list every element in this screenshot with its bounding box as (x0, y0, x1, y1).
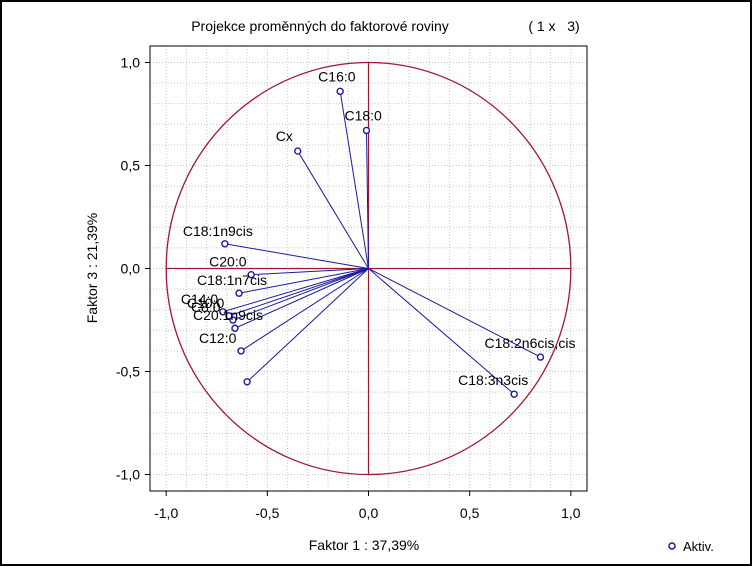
chart-title: Projekce proměnných do faktorové roviny (191, 18, 449, 34)
x-tick-label: -0,5 (255, 505, 279, 521)
plot-area: -1,0 -0,5 0,0 0,5 1,0 -1,0 -0,5 0,0 0,5 1,0 C16:0 C… (116, 45, 588, 521)
loading-vector (232, 268, 369, 321)
point-label: C14:0 (181, 291, 219, 307)
point-label: C18:0 (344, 107, 382, 123)
loading-vector (339, 91, 369, 269)
y-axis-label: Faktor 3 : 21,39% (84, 213, 100, 324)
loading-vector (238, 268, 369, 294)
y-tick-label: 1,0 (121, 54, 141, 70)
legend-label: Aktiv. (683, 539, 714, 554)
chart-subtitle: ( 1 x 3) (528, 18, 579, 34)
loading-vector (228, 268, 369, 317)
x-axis-label: Faktor 1 : 37,39% (309, 537, 420, 553)
data-point (243, 378, 251, 386)
point-label: C18:1n9cis (183, 223, 253, 239)
y-tick-label: -0,5 (116, 364, 140, 380)
point-label: C18:3n3cis (458, 372, 528, 388)
data-point (536, 353, 545, 361)
data-point (235, 289, 243, 297)
loading-vector (365, 130, 369, 269)
data-point (336, 87, 344, 96)
loading-vector (222, 268, 369, 313)
x-tick-label: 0,0 (359, 505, 379, 521)
point-label: C10:0 (187, 295, 225, 311)
unit-circle (165, 61, 572, 476)
loading-vector (368, 268, 515, 395)
data-point (229, 316, 237, 324)
legend-marker (668, 542, 676, 550)
data-point (219, 308, 227, 316)
data-point (293, 147, 302, 155)
data-point (247, 270, 255, 279)
point-label: Cx (276, 128, 293, 144)
x-tick-label: 1,0 (561, 505, 581, 521)
data-point (231, 324, 239, 332)
point-label: C20:1n9cis (193, 307, 263, 323)
legend: Aktiv. (668, 539, 714, 554)
loading-vector (297, 150, 369, 269)
data-point (221, 240, 229, 248)
y-tick-label: -1,0 (116, 467, 140, 483)
y-tick-label: 0,0 (121, 261, 141, 277)
loading-vector (368, 268, 541, 358)
loading-vector (251, 268, 369, 276)
loading-vector (224, 243, 369, 269)
data-point (237, 347, 245, 355)
loading-vector (240, 268, 369, 352)
point-label: C12:0 (199, 330, 237, 346)
point-label: C18:2n6cis,cis (484, 335, 575, 351)
point-label: C18:1n7cis (197, 272, 267, 288)
x-tick-label: 0,5 (460, 505, 480, 521)
x-tick-label: -1,0 (154, 505, 178, 521)
point-label: C20:0 (209, 254, 247, 270)
point-label: C8:0 (191, 299, 221, 315)
data-point (362, 126, 371, 135)
loading-vector (246, 268, 369, 383)
y-tick-label: 0,5 (121, 157, 141, 173)
point-label: C16:0 (318, 68, 356, 84)
data-point (510, 390, 518, 398)
loading-vector (234, 268, 369, 329)
